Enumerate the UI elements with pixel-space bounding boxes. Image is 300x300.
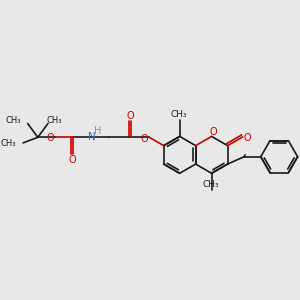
Text: O: O [68, 155, 76, 165]
Text: O: O [210, 127, 218, 136]
Text: CH₃: CH₃ [170, 110, 187, 118]
Text: O: O [141, 134, 148, 144]
Text: H: H [94, 125, 102, 136]
Text: CH₃: CH₃ [47, 116, 62, 125]
Text: N: N [88, 132, 96, 142]
Text: O: O [244, 133, 251, 143]
Text: CH₃: CH₃ [202, 180, 219, 189]
Text: O: O [47, 133, 54, 143]
Text: CH₃: CH₃ [1, 139, 16, 148]
Text: O: O [126, 111, 134, 121]
Text: CH₃: CH₃ [5, 116, 21, 125]
